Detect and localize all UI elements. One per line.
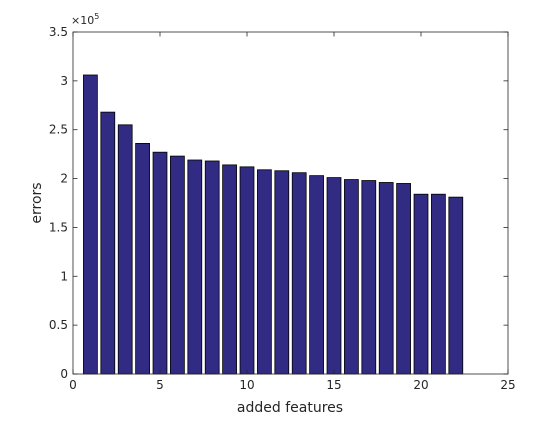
bar-2 (101, 112, 115, 374)
y-tick-label-0: 0 (60, 367, 68, 381)
y-exponent-label: ×105 (71, 12, 99, 27)
y-tick-label-3.5: 3.5 (49, 25, 68, 39)
x-tick-label-25: 25 (500, 378, 515, 392)
x-tick-label-10: 10 (239, 378, 254, 392)
bar-13 (292, 173, 306, 374)
y-tick-label-0.5: 0.5 (49, 318, 68, 332)
bar-14 (310, 176, 324, 374)
x-tick-label-5: 5 (156, 378, 164, 392)
bar-22 (449, 197, 463, 374)
bar-16 (344, 180, 358, 374)
x-tick-label-15: 15 (326, 378, 341, 392)
x-tick-label-0: 0 (69, 378, 77, 392)
bar-21 (431, 194, 445, 374)
y-exponent-power: 5 (94, 12, 99, 21)
bar-20 (414, 194, 428, 374)
bars-group (83, 75, 462, 374)
y-axis-label: errors (29, 182, 45, 223)
bar-6 (170, 156, 184, 374)
bar-7 (188, 160, 202, 374)
y-tick-label-1: 1 (60, 269, 68, 283)
bar-5 (153, 152, 167, 374)
bar-10 (240, 167, 254, 374)
bar-9 (223, 165, 237, 374)
bar-1 (83, 75, 97, 374)
bar-8 (205, 161, 219, 374)
y-tick-label-1.5: 1.5 (49, 220, 68, 234)
bar-17 (362, 181, 376, 374)
bar-12 (275, 171, 289, 374)
bar-11 (257, 170, 271, 374)
bar-18 (379, 182, 393, 374)
y-tick-label-2.5: 2.5 (49, 123, 68, 137)
y-tick-label-3: 3 (60, 74, 68, 88)
y-tick-label-2: 2 (60, 172, 68, 186)
bar-4 (136, 143, 150, 374)
x-tick-label-20: 20 (413, 378, 428, 392)
bar-3 (118, 125, 132, 374)
bar-15 (327, 178, 341, 374)
x-axis-label: added features (237, 400, 343, 416)
bar-19 (397, 183, 411, 374)
